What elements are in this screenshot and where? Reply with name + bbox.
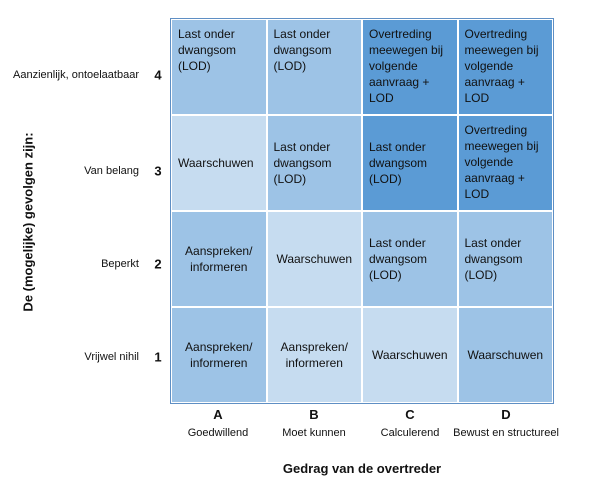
column-letter-c: C (405, 407, 415, 422)
cell-text: Overtreding meewegen bij volgende aanvra… (369, 27, 444, 105)
enforcement-matrix: Last onder dwangsom (LOD) Last onder dwa… (170, 18, 554, 404)
column-letter-d: D (501, 407, 511, 422)
column-label-c: Calculerend (380, 427, 440, 439)
matrix-cell-2c: Last onder dwangsom (LOD) (362, 211, 458, 307)
row-label-2: Beperkt (101, 258, 139, 270)
matrix-cell-1a: Aanspreken/ informeren (171, 307, 267, 403)
cell-text: Aanspreken/ informeren (185, 340, 253, 370)
cell-text: Waarschuwen (467, 348, 544, 362)
matrix-cell-3c: Last onder dwangsom (LOD) (362, 115, 458, 211)
column-letter-a: A (213, 407, 223, 422)
row-number-1: 1 (154, 349, 162, 365)
matrix-cell-1b: Aanspreken/ informeren (266, 307, 362, 403)
cell-text: Overtreding meewegen bij volgende aanvra… (464, 123, 539, 201)
matrix-cell-3a: Waarschuwen (171, 115, 267, 211)
cell-text: Aanspreken/ informeren (185, 244, 253, 274)
cell-text: Last onder dwangsom (LOD) (273, 27, 332, 73)
matrix-cell-3d: Overtreding meewegen bij volgende aanvra… (457, 115, 553, 211)
column-letter-b: B (309, 407, 319, 422)
row-label-4: Aanzienlijk, ontoelaatbaar (13, 69, 139, 81)
matrix-cell-4b: Last onder dwangsom (LOD) (266, 19, 362, 115)
y-axis-title: De (mogelijke) gevolgen zijn: (20, 132, 36, 312)
cell-text: Overtreding meewegen bij volgende aanvra… (464, 27, 539, 105)
row-number-3: 3 (154, 163, 162, 179)
matrix-cell-2b: Waarschuwen (266, 211, 362, 307)
matrix-cell-4c: Overtreding meewegen bij volgende aanvra… (362, 19, 458, 115)
matrix-cell-1c: Waarschuwen (362, 307, 458, 403)
cell-text: Last onder dwangsom (LOD) (178, 27, 237, 73)
row-label-1: Vrijwel nihil (84, 351, 139, 363)
row-number-2: 2 (154, 256, 162, 272)
column-label-d: Bewust en structureel (453, 427, 559, 439)
matrix-cell-4a: Last onder dwangsom (LOD) (171, 19, 267, 115)
cell-text: Waarschuwen (276, 252, 353, 266)
cell-text: Waarschuwen (178, 156, 254, 170)
matrix-cell-3b: Last onder dwangsom (LOD) (266, 115, 362, 211)
column-label-a: Goedwillend (187, 427, 249, 439)
row-label-3: Van belang (84, 165, 139, 177)
cell-text: Last onder dwangsom (LOD) (273, 140, 332, 186)
cell-text: Waarschuwen (371, 348, 448, 362)
cell-text: Aanspreken/ informeren (280, 340, 348, 370)
column-label-b: Moet kunnen (282, 427, 346, 439)
cell-text: Last onder dwangsom (LOD) (369, 140, 428, 186)
matrix-cell-1d: Waarschuwen (457, 307, 553, 403)
matrix-cell-4d: Overtreding meewegen bij volgende aanvra… (457, 19, 553, 115)
x-axis-title: Gedrag van de overtreder (282, 461, 442, 476)
row-number-4: 4 (154, 67, 162, 83)
matrix-cell-2a: Aanspreken/ informeren (171, 211, 267, 307)
cell-text: Last onder dwangsom (LOD) (464, 236, 523, 282)
cell-text: Last onder dwangsom (LOD) (369, 236, 428, 282)
matrix-cell-2d: Last onder dwangsom (LOD) (457, 211, 553, 307)
